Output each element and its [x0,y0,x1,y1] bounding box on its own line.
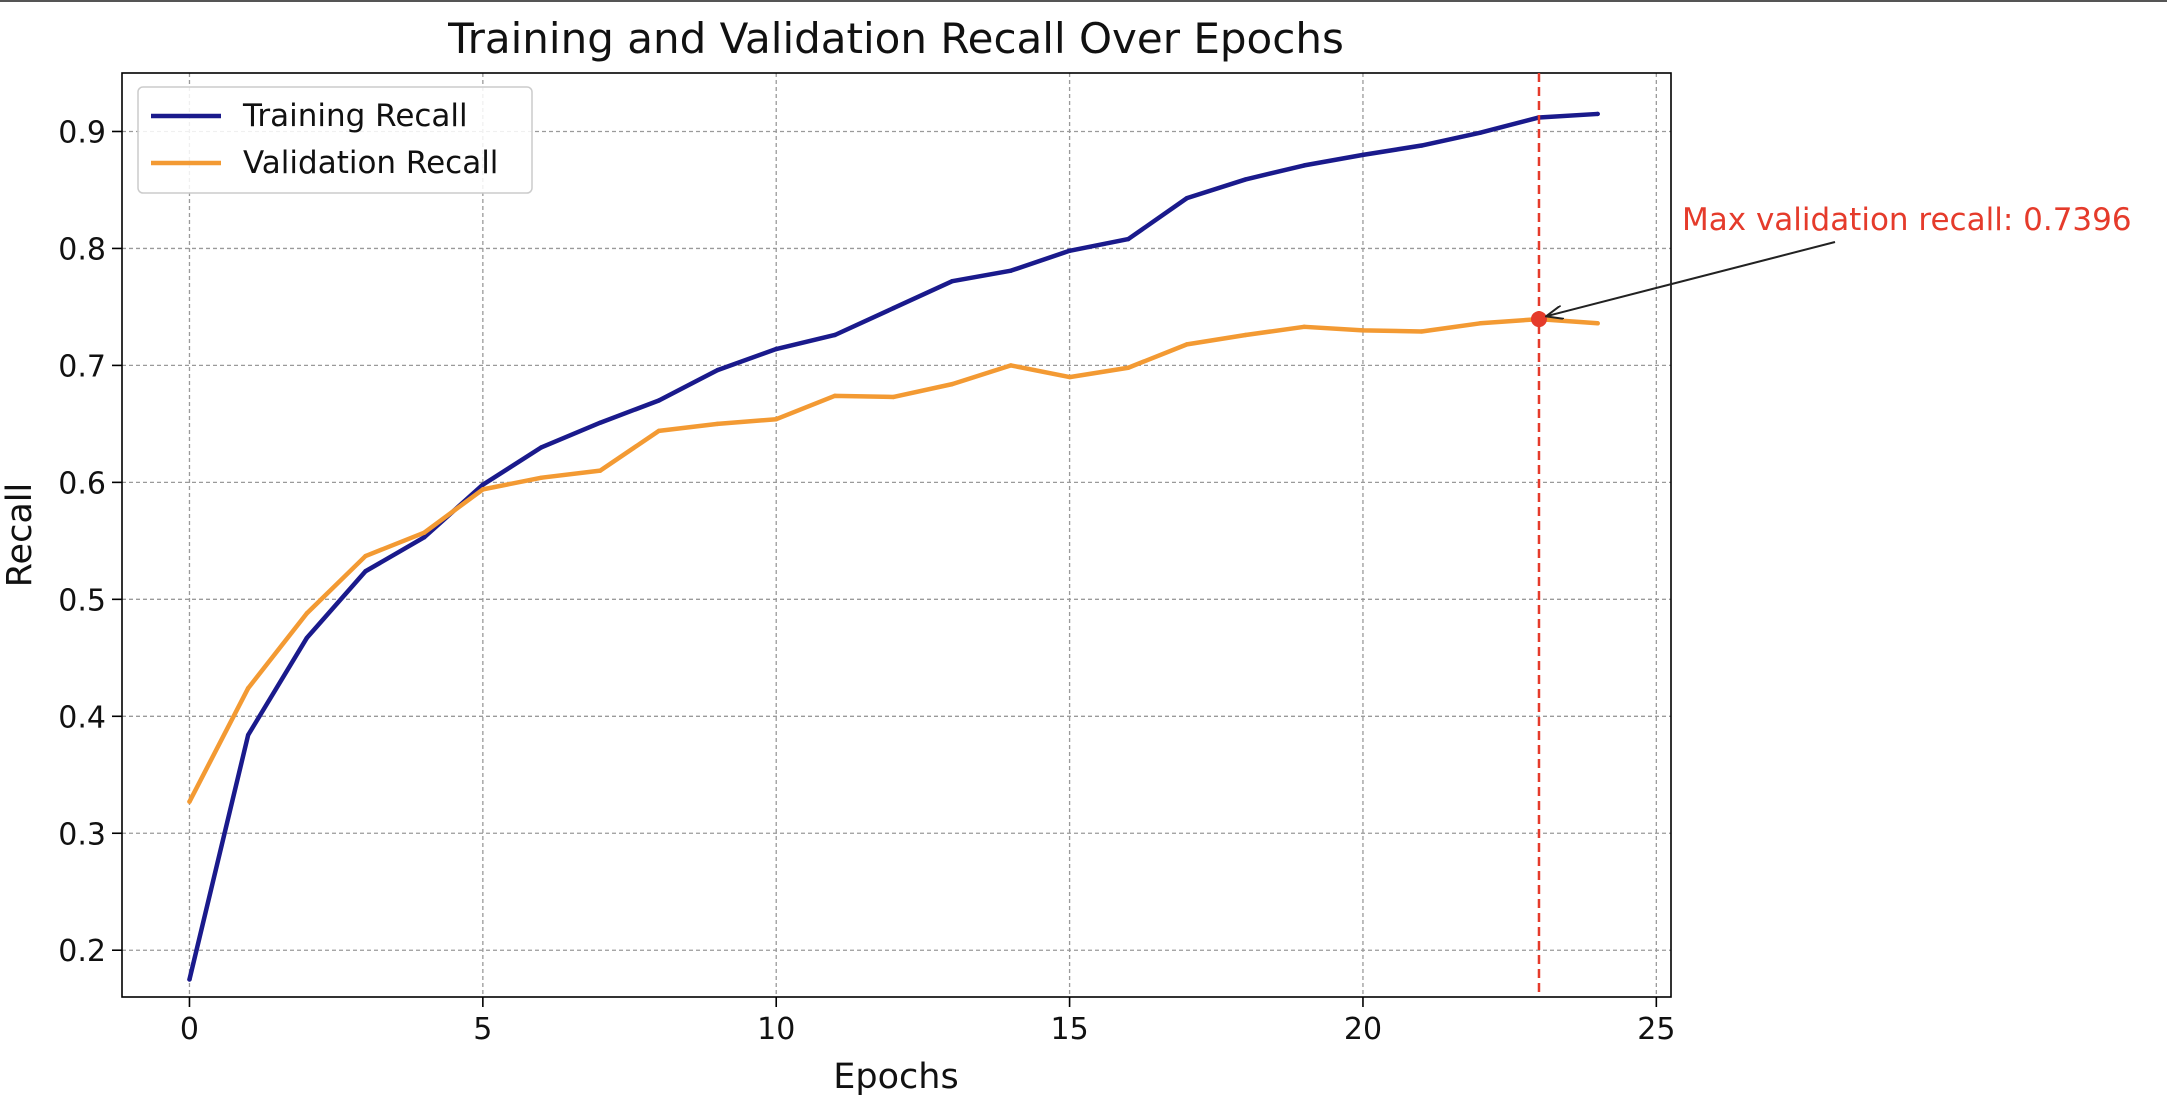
validation-recall-point [597,468,603,473]
x-tick-label: 5 [473,1012,492,1047]
training-recall-point [1243,177,1248,182]
training-recall-point [1126,236,1131,242]
y-tick-label: 0.8 [58,232,106,267]
training-recall-point [832,332,838,338]
y-tick-label: 0.9 [58,115,106,150]
training-recall-point [1595,111,1600,117]
plot-area [121,72,1672,998]
chart-title: Training and Validation Recall Over Epoc… [447,14,1344,63]
validation-recall-point [1243,332,1248,338]
x-tick-label: 15 [1050,1012,1088,1047]
validation-recall-point [1419,329,1424,334]
x-axis-ticks: 0 5 10 15 20 25 [180,997,1675,1047]
validation-recall-point [187,799,192,804]
y-axis-ticks: 0.2 0.3 0.4 0.5 0.6 0.7 0.8 0.9 [58,115,122,969]
validation-recall-point [1360,328,1366,333]
series-layer [187,111,1600,982]
validation-recall-point [1126,365,1131,370]
max-validation-marker [1530,311,1547,328]
validation-recall-point [480,487,486,492]
validation-recall-point [891,394,896,400]
validation-recall-point [1302,324,1307,330]
validation-recall-point [656,428,662,434]
validation-recall-line [187,316,1600,804]
validation-recall-point [1008,363,1014,368]
training-recall-point [187,977,192,982]
validation-recall-point [950,381,955,387]
legend: Training Recall Validation Recall [137,86,533,194]
y-tick-label: 0.6 [58,466,106,501]
top-border [0,0,2167,2]
annotation-layer: Max validation recall: 0.7396 [1530,73,2132,997]
annotation-arrow [1547,241,1836,316]
training-recall-point [656,398,662,403]
training-recall-point [1008,268,1014,273]
training-recall-point [539,445,544,450]
validation-recall-point [1595,321,1600,326]
training-recall-point [1067,248,1072,253]
training-recall-point [363,569,368,574]
y-axis-label: Recall [0,483,40,587]
y-tick-label: 0.4 [58,700,106,735]
validation-recall-point [363,553,368,559]
validation-recall-point [715,421,720,427]
training-recall-point [597,420,603,425]
y-tick-label: 0.7 [58,349,106,384]
legend-box [137,86,533,194]
training-recall-point [1302,163,1307,168]
validation-recall-point [1067,374,1072,380]
validation-recall-point [539,475,544,480]
validation-recall-point [1184,342,1190,347]
training-recall-point [1478,130,1483,135]
y-tick-label: 0.5 [58,583,106,618]
validation-recall-point [304,611,310,616]
validation-recall-point [245,686,251,691]
grid-lines [122,73,1671,997]
y-tick-label: 0.3 [58,817,106,852]
training-recall-point [950,278,955,284]
legend-label-validation: Validation Recall [243,145,498,181]
training-recall-point [304,635,310,641]
training-recall-line [187,111,1600,982]
legend-label-training: Training Recall [242,98,468,134]
training-recall-point [1360,152,1366,158]
validation-recall-point [774,417,779,422]
y-tick-label: 0.2 [58,934,106,969]
validation-recall-point [832,393,838,399]
training-recall-point [1419,143,1424,148]
validation-recall-point [421,530,427,535]
x-tick-label: 10 [757,1012,795,1047]
training-recall-point [715,367,720,373]
training-recall-point [245,732,251,738]
x-axis-label: Epochs [833,1057,958,1097]
training-recall-point [1184,195,1190,201]
max-validation-annotation: Max validation recall: 0.7396 [1682,202,2132,238]
training-recall-point [774,346,779,352]
training-recall-point [891,305,896,311]
x-tick-label: 20 [1344,1012,1382,1047]
training-recall-point [421,535,427,540]
x-tick-label: 25 [1637,1012,1675,1047]
training-recall-point [480,482,486,487]
validation-recall-point [1478,321,1483,326]
x-tick-label: 0 [180,1012,199,1047]
